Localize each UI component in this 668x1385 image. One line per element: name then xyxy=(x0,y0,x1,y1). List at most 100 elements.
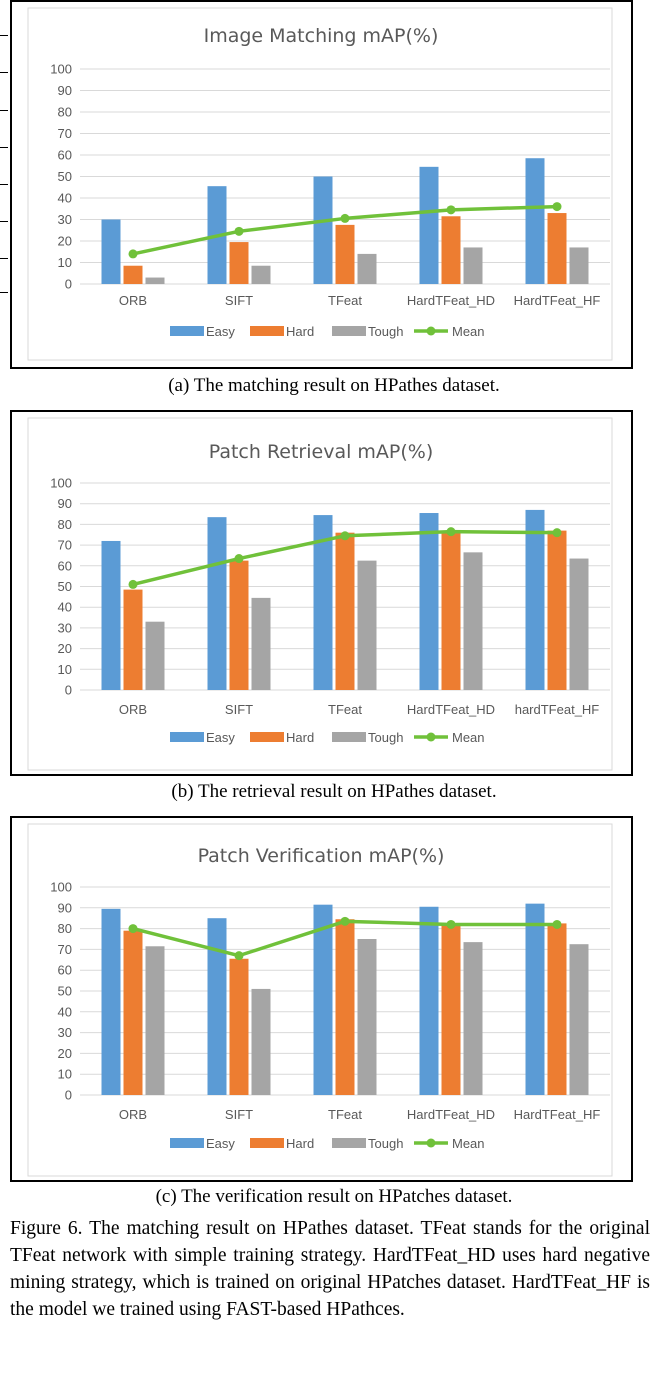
point-mean xyxy=(446,527,456,537)
bar-hard xyxy=(441,530,461,690)
x-tick-label: HardTFeat_HF xyxy=(514,293,601,308)
x-tick-label: SIFT xyxy=(225,293,253,308)
y-tick-label: 40 xyxy=(58,191,72,206)
bar-easy xyxy=(101,908,121,1095)
chart-panel-verification: Patch Verification mAP(%) 0 10 20 30 40 50 60 70… xyxy=(10,816,633,1182)
y-tick-label: 10 xyxy=(58,662,72,677)
bar-easy xyxy=(419,906,439,1095)
legend-swatch-tough xyxy=(332,1138,366,1148)
bar-easy xyxy=(313,515,333,690)
chart-area-border xyxy=(27,823,613,1177)
bar-hard xyxy=(229,242,249,284)
y-tick-label: 50 xyxy=(58,984,72,999)
x-tick-label: HardTFeat_HD xyxy=(407,293,495,308)
bar-tough xyxy=(357,253,377,284)
legend-swatch-hard xyxy=(250,1138,284,1148)
bar-easy xyxy=(313,176,333,284)
bar-tough xyxy=(251,597,271,690)
y-tick-label: 20 xyxy=(58,641,72,656)
bar-hard xyxy=(441,216,461,284)
bar-hard xyxy=(229,560,249,690)
legend-label: Mean xyxy=(452,1136,485,1151)
margin-rule xyxy=(0,258,8,259)
point-mean xyxy=(234,951,244,961)
y-tick-label: 80 xyxy=(58,105,72,120)
point-mean xyxy=(552,528,562,538)
bar-tough xyxy=(357,560,377,690)
legend-swatch-easy xyxy=(170,732,204,742)
subcaption-c: (c) The verification result on HPatches … xyxy=(155,1186,513,1207)
subcaption-a: (a) The matching result on HPathes datas… xyxy=(168,375,500,396)
point-mean xyxy=(128,249,138,259)
y-tick-label: 60 xyxy=(58,963,72,978)
y-tick-label: 100 xyxy=(50,880,72,895)
legend-swatch-tough xyxy=(332,732,366,742)
y-tick-label: 70 xyxy=(58,942,72,957)
margin-rule xyxy=(0,292,8,293)
y-tick-label: 60 xyxy=(58,558,72,573)
legend-swatch-easy xyxy=(170,326,204,336)
bar-hard xyxy=(547,213,567,284)
y-tick-label: 80 xyxy=(58,921,72,936)
bar-tough xyxy=(251,988,271,1095)
chart-verification: Patch Verification mAP(%) 0 10 20 30 40 50 60 70… xyxy=(27,823,613,1177)
chart-area-border xyxy=(27,7,613,361)
point-mean xyxy=(340,531,350,541)
x-tick-label: HardTFeat_HD xyxy=(407,702,495,717)
bar-easy xyxy=(419,513,439,690)
bar-hard xyxy=(335,532,355,690)
bar-hard xyxy=(335,224,355,284)
bar-tough xyxy=(145,946,165,1095)
y-tick-label: 0 xyxy=(65,683,72,698)
chart-title: Patch Retrieval mAP(%) xyxy=(209,441,434,463)
legend-marker-mean xyxy=(426,732,436,742)
y-tick-label: 10 xyxy=(58,255,72,270)
y-tick-label: 0 xyxy=(65,277,72,292)
bar-hard xyxy=(123,589,143,690)
y-tick-label: 70 xyxy=(58,126,72,141)
x-tick-label: SIFT xyxy=(225,1107,253,1122)
margin-rule xyxy=(0,147,8,148)
margin-rule xyxy=(0,110,8,111)
chart-panel-retrieval: Patch Retrieval mAP(%) 0 10 20 30 40 50 60 70 80 9… xyxy=(10,410,633,776)
x-tick-label: TFeat xyxy=(328,1107,362,1122)
bar-tough xyxy=(357,939,377,1095)
margin-rule xyxy=(0,184,8,185)
bar-tough xyxy=(463,942,483,1095)
bar-hard xyxy=(547,530,567,690)
x-tick-label: ORB xyxy=(119,1107,147,1122)
y-tick-label: 50 xyxy=(58,579,72,594)
legend-label: Hard xyxy=(286,730,314,745)
bar-easy xyxy=(525,903,545,1095)
bar-tough xyxy=(463,247,483,284)
margin-rule xyxy=(0,221,8,222)
y-tick-label: 30 xyxy=(58,620,72,635)
point-mean xyxy=(234,226,244,236)
y-tick-label: 20 xyxy=(58,234,72,249)
y-tick-label: 20 xyxy=(58,1046,72,1061)
y-tick-label: 30 xyxy=(58,1025,72,1040)
y-tick-label: 90 xyxy=(58,900,72,915)
y-tick-label: 40 xyxy=(58,600,72,615)
x-tick-label: TFeat xyxy=(328,293,362,308)
y-tick-label: 10 xyxy=(58,1067,72,1082)
bar-hard xyxy=(229,958,249,1095)
y-tick-label: 100 xyxy=(50,476,72,491)
y-tick-label: 40 xyxy=(58,1004,72,1019)
chart-matching: Image Matching mAP(%) 0 10 20 30 40 50 60 70 80 90… xyxy=(27,7,613,361)
margin-rule xyxy=(0,35,8,36)
bar-easy xyxy=(207,918,227,1095)
legend-label: Easy xyxy=(206,730,235,745)
bar-easy xyxy=(419,166,439,284)
y-tick-label: 60 xyxy=(58,148,72,163)
legend-label: Easy xyxy=(206,324,235,339)
x-tick-label: SIFT xyxy=(225,702,253,717)
x-tick-label: TFeat xyxy=(328,702,362,717)
chart-title: Patch Verification mAP(%) xyxy=(198,845,445,867)
bar-easy xyxy=(101,540,121,690)
bar-easy xyxy=(101,219,121,284)
legend-swatch-hard xyxy=(250,326,284,336)
point-mean xyxy=(340,916,350,926)
point-mean xyxy=(234,554,244,564)
legend-marker-mean xyxy=(426,326,436,336)
